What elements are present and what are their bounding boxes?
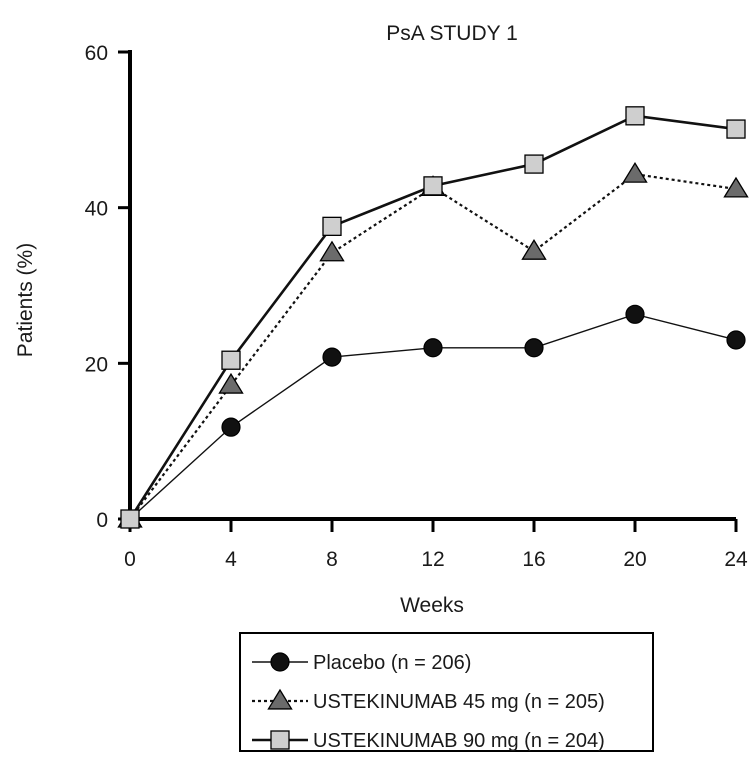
x-tick-label: 0 <box>124 548 136 571</box>
legend-marker-square <box>270 730 290 750</box>
data-point-square <box>322 216 342 236</box>
data-point-triangle <box>723 176 749 198</box>
axes <box>128 50 736 521</box>
y-tick-label: 0 <box>96 509 108 532</box>
y-tick-label: 60 <box>85 42 108 65</box>
y-tick-label: 20 <box>85 353 108 376</box>
series-markers <box>117 106 749 529</box>
data-point-square <box>221 350 241 370</box>
data-point-circle <box>625 304 645 324</box>
legend-box <box>239 632 654 752</box>
data-point-circle <box>221 417 241 437</box>
x-axis-label: Weeks <box>400 594 464 617</box>
x-tick-label: 16 <box>522 548 545 571</box>
x-ticks: 0 4 8 12 16 20 24 <box>124 519 748 571</box>
legend-marker-circle <box>270 652 290 672</box>
data-point-triangle <box>218 372 244 394</box>
legend-label: USTEKINUMAB 90 mg (n = 204) <box>313 730 605 752</box>
data-point-triangle <box>622 161 648 183</box>
data-point-circle <box>726 330 746 350</box>
x-tick-label: 20 <box>623 548 646 571</box>
chart-title: PsA STUDY 1 <box>386 22 518 45</box>
x-tick-label: 4 <box>225 548 237 571</box>
data-point-circle <box>524 338 544 358</box>
x-tick-label: 8 <box>326 548 338 571</box>
y-axis-label: Patients (%) <box>14 243 37 357</box>
data-point-square <box>726 119 746 139</box>
data-point-square <box>120 509 140 529</box>
legend-label: Placebo (n = 206) <box>313 652 471 674</box>
x-tick-label: 24 <box>724 548 748 571</box>
data-point-triangle <box>319 240 345 262</box>
data-point-triangle <box>521 239 547 260</box>
data-point-circle <box>423 338 443 358</box>
y-ticks: 0 20 40 60 <box>85 42 130 532</box>
data-point-square <box>423 176 443 196</box>
data-point-square <box>625 106 645 126</box>
legend-marker-triangle <box>267 688 293 710</box>
legend-label: USTEKINUMAB 45 mg (n = 205) <box>313 691 605 713</box>
x-tick-label: 12 <box>421 548 444 571</box>
data-point-circle <box>322 347 342 367</box>
legend: Placebo (n = 206) USTEKINUMAB 45 mg (n = … <box>239 632 654 752</box>
data-point-square <box>524 154 544 174</box>
y-tick-label: 40 <box>85 198 108 221</box>
